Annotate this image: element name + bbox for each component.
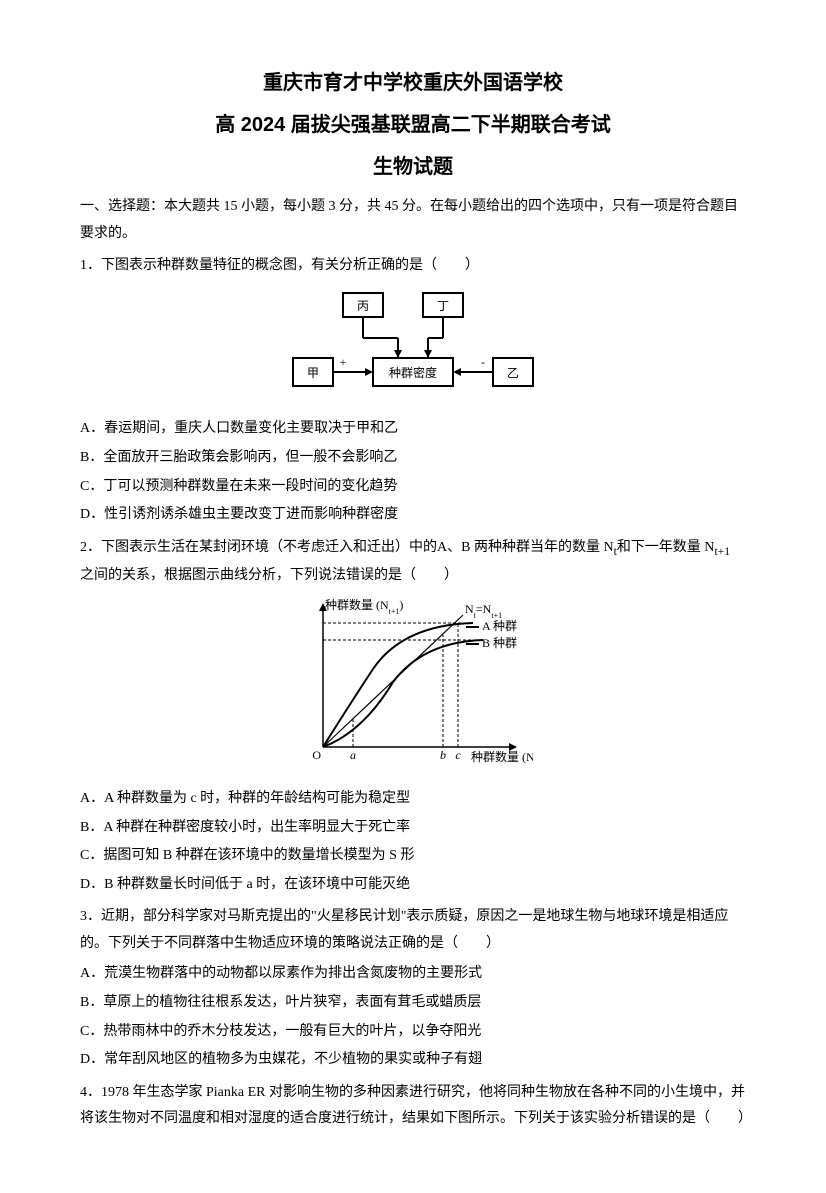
q2-diagram: O a b c Nt=Nt+1 A 种群 B 种群 种群数量 (Nt+1) 种群… [80,597,746,778]
q1-optC: C．丁可以预测种群数量在未来一段时间的变化趋势 [80,474,746,501]
q2-optA: A．A 种群数量为 c 时，种群的年龄结构可能为稳定型 [80,786,746,813]
q2-stem: 2．下图表示生活在某封闭环境（不考虑迁入和迁出）中的A、B 两种种群当年的数量 … [80,535,746,590]
question-1: 1．下图表示种群数量特征的概念图，有关分析正确的是（ ） 丙 丁 甲 种群密度 … [80,253,746,529]
q3-optB: B．草原上的植物往往根系发达，叶片狭窄，表面有茸毛或蜡质层 [80,990,746,1017]
q2-ylabel-b: ) [399,598,403,612]
q2-optB: B．A 种群在种群密度较小时，出生率明显大于死亡率 [80,815,746,842]
q2-stem-c: 之间的关系，根据图示曲线分析，下列说法错误的是（ ） [80,568,458,583]
q2-stem-sub2: t+1 [714,545,730,558]
q1-optB: B．全面放开三胎政策会影响丙，但一般不会影响乙 [80,445,746,472]
q2-origin: O [312,748,321,762]
q2-series-b: B 种群 [482,636,517,650]
q2-stem-a: 2．下图表示生活在某封闭环境（不考虑迁入和迁出）中的A、B 两种种群当年的数量 … [80,540,614,555]
q1-diagram: 丙 丁 甲 种群密度 乙 + - [80,288,746,409]
q1-box-ding: 丁 [437,299,449,313]
q2-ylabel-a: 种群数量 (N [325,597,389,612]
q3-stem: 3．近期，部分科学家对马斯克提出的"火星移民计划"表示质疑，原因之一是地球生物与… [80,904,746,957]
question-3: 3．近期，部分科学家对马斯克提出的"火星移民计划"表示质疑，原因之一是地球生物与… [80,904,746,1074]
q1-box-mid: 种群密度 [389,365,437,380]
title-line-2: 高 2024 届拔尖强基联盟高二下半期联合考试 [80,106,746,144]
q1-minus: - [481,355,485,369]
question-2: 2．下图表示生活在某封闭环境（不考虑迁入和迁出）中的A、B 两种种群当年的数量 … [80,535,746,899]
title-line-1: 重庆市育才中学校重庆外国语学校 [80,64,746,102]
q3-options: A．荒漠生物群落中的动物都以尿素作为排出含氮废物的主要形式 B．草原上的植物往往… [80,961,746,1073]
section-header: 一、选择题：本大题共 15 小题，每小题 3 分，共 45 分。在每小题给出的四… [80,194,746,247]
q2-tick-c: c [455,748,461,762]
q2-optD: D．B 种群数量长时间低于 a 时，在该环境中可能灭绝 [80,872,746,899]
q3-optC: C．热带雨林中的乔木分枝发达，一般有巨大的叶片，以争夺阳光 [80,1019,746,1046]
q3-optD: D．常年刮风地区的植物多为虫媒花，不少植物的果实或种子有翅 [80,1047,746,1074]
q2-options: A．A 种群数量为 c 时，种群的年龄结构可能为稳定型 B．A 种群在种群密度较… [80,786,746,898]
q4-stem: 4．1978 年生态学家 Pianka ER 对影响生物的多种因素进行研究，他将… [80,1080,746,1133]
q3-optA: A．荒漠生物群落中的动物都以尿素作为排出含氮废物的主要形式 [80,961,746,988]
q1-optD: D．性引诱剂诱杀雄虫主要改变丁进而影响种群密度 [80,502,746,529]
q1-optA: A．春运期间，重庆人口数量变化主要取决于甲和乙 [80,416,746,443]
svg-text:Nt=Nt+1: Nt=Nt+1 [465,602,502,620]
title-line-3: 生物试题 [80,148,746,186]
q2-tick-a: a [350,748,356,762]
svg-text:种群数量 (Nt): 种群数量 (Nt) [471,749,533,767]
svg-text:种群数量 (Nt+1): 种群数量 (Nt+1) [325,597,403,616]
q2-eq-mid: =N [476,602,492,616]
q1-stem: 1．下图表示种群数量特征的概念图，有关分析正确的是（ ） [80,253,746,280]
q1-box-yi: 乙 [507,366,519,380]
q2-tick-b: b [440,748,446,762]
q2-series-a: A 种群 [482,619,517,633]
q1-options: A．春运期间，重庆人口数量变化主要取决于甲和乙 B．全面放开三胎政策会影响丙，但… [80,416,746,528]
q2-ylabel-sub: t+1 [389,607,400,616]
q2-optC: C．据图可知 B 种群在该环境中的数量增长模型为 S 形 [80,843,746,870]
q1-box-bing: 丙 [357,299,369,313]
q2-eq-a: N [465,602,474,616]
q1-box-jia: 甲 [307,366,319,380]
q2-stem-b: 和下一年数量 N [617,540,715,555]
q1-plus: + [340,355,347,369]
question-4: 4．1978 年生态学家 Pianka ER 对影响生物的多种因素进行研究，他将… [80,1080,746,1133]
q2-xlabel-a: 种群数量 (N [471,749,533,764]
